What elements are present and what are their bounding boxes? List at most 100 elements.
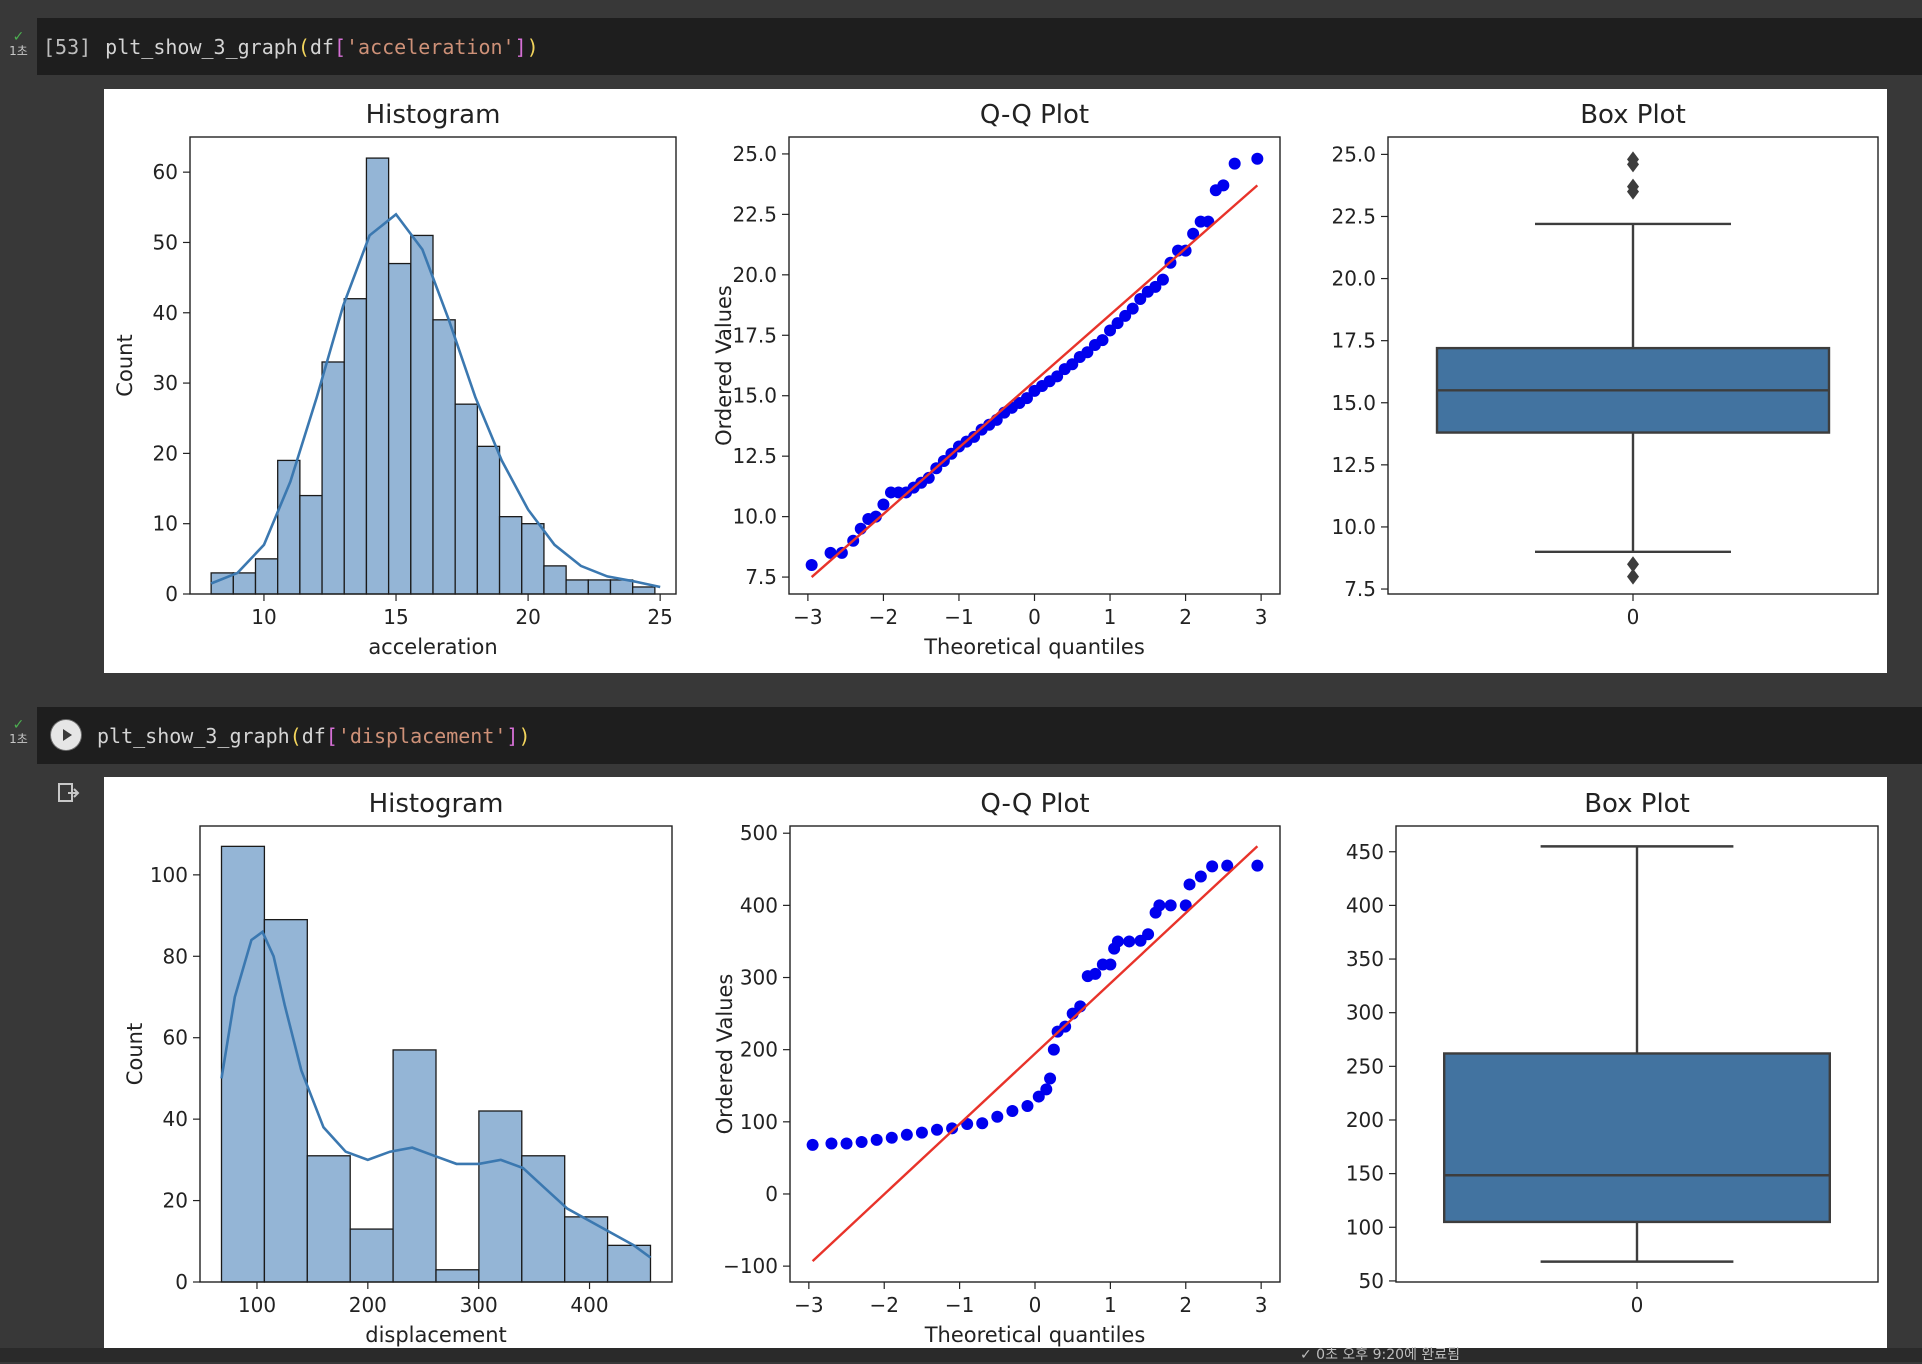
qq-point	[1104, 958, 1117, 971]
hist-bar	[606, 1244, 652, 1283]
top-bar	[0, 0, 1922, 18]
x-tick-label: 2	[1179, 605, 1192, 629]
y-tick-label: 20	[163, 1189, 188, 1213]
qq-point	[1156, 273, 1169, 286]
x-tick-label: 3	[1255, 1293, 1268, 1317]
y-tick-label: 100	[150, 863, 188, 887]
y-tick-label: 10.0	[1331, 515, 1376, 539]
x-tick-label: 0	[1627, 605, 1640, 629]
qq-point	[1020, 392, 1033, 405]
y-axis-label: Ordered Values	[713, 974, 737, 1135]
x-tick-label: 3	[1255, 605, 1268, 629]
qq-point	[885, 1131, 898, 1144]
hist-bar	[387, 262, 412, 595]
qq-point	[1111, 935, 1124, 948]
qq-point	[1206, 860, 1219, 873]
qq-point	[915, 1126, 928, 1139]
qq-point	[1081, 346, 1094, 359]
qq-point	[855, 1136, 868, 1149]
qq-point	[1047, 1043, 1060, 1056]
hist-bar	[587, 579, 612, 595]
y-tick-label: 50	[1359, 1269, 1384, 1293]
exec-count: [53]	[43, 34, 92, 59]
y-tick-label: 200	[740, 1038, 778, 1062]
y-tick-label: 60	[163, 1026, 188, 1050]
qq-point	[1179, 899, 1192, 912]
hist-bar	[435, 1269, 480, 1283]
qq-point	[1111, 317, 1124, 330]
x-tick-label: 15	[383, 605, 408, 629]
qq-point	[1251, 859, 1264, 872]
y-tick-label: 80	[163, 944, 188, 968]
y-tick-label: 60	[153, 160, 178, 184]
qq-point	[1183, 878, 1196, 891]
play-icon	[51, 720, 81, 750]
chart-title: Box Plot	[1580, 100, 1686, 130]
code-arg: 'displacement'	[337, 723, 507, 748]
qq-point	[1051, 370, 1064, 383]
status-bar: ✓ 0초 오후 9:20에 완료됨	[0, 1347, 1922, 1363]
qq-point	[1119, 309, 1132, 322]
x-tick-label: 10	[251, 605, 276, 629]
hist-bar	[432, 319, 456, 595]
code-cell-1[interactable]: [53] plt_show_3_graph(df['acceleration']…	[37, 18, 1922, 75]
y-tick-label: 300	[1346, 1001, 1384, 1025]
outlier-point	[1627, 178, 1639, 195]
hist-bar	[349, 1228, 394, 1283]
x-tick-label: −3	[794, 1293, 823, 1317]
qq-point	[1134, 293, 1147, 306]
y-tick-label: 20.0	[1331, 267, 1376, 291]
y-tick-label: 100	[1346, 1215, 1384, 1239]
qq-point	[840, 1137, 853, 1150]
y-tick-label: 30	[153, 371, 178, 395]
qq-point	[968, 430, 981, 443]
x-tick-label: −1	[944, 605, 973, 629]
y-tick-label: 22.5	[732, 202, 777, 226]
qq-point	[835, 546, 848, 559]
iqr-box	[1442, 1052, 1831, 1224]
y-tick-label: 17.5	[1331, 329, 1376, 353]
check-icon: ✓	[12, 717, 25, 733]
y-tick-label: 400	[1346, 893, 1384, 917]
output-menu-icon[interactable]	[56, 781, 80, 805]
code-obj: df	[309, 34, 334, 59]
y-tick-label: 15.0	[1331, 391, 1376, 415]
x-axis-label: displacement	[365, 1323, 507, 1347]
x-tick-label: 400	[570, 1293, 608, 1317]
qq-point	[1194, 870, 1207, 883]
hist-bar	[478, 1110, 523, 1283]
chart-title: Box Plot	[1584, 789, 1690, 819]
qq-point	[922, 471, 935, 484]
y-tick-label: 150	[1346, 1162, 1384, 1186]
y-tick-label: 0	[165, 582, 178, 606]
qq-point	[1228, 157, 1241, 170]
y-tick-label: 22.5	[1331, 204, 1376, 228]
hist-bar	[263, 918, 308, 1283]
qq-point	[869, 510, 882, 523]
cell-1-status: ✓ 1초	[0, 30, 37, 58]
outlier-point	[1627, 568, 1639, 585]
hist-bar	[306, 1155, 351, 1283]
y-tick-label: 25.0	[732, 142, 777, 166]
chart-title: Q-Q Plot	[980, 789, 1089, 819]
x-tick-label: 25	[647, 605, 672, 629]
cell-2-status: ✓ 1초	[0, 718, 37, 746]
qq-point	[806, 1138, 819, 1151]
hist-bar	[454, 403, 479, 595]
kde-line	[210, 212, 661, 589]
y-tick-label: 20	[153, 441, 178, 465]
code-cell-2[interactable]: plt_show_3_graph(df['displacement'])	[37, 707, 1922, 764]
run-cell-button[interactable]	[50, 719, 82, 751]
chart-title: Histogram	[366, 100, 501, 130]
y-tick-label: 400	[740, 893, 778, 917]
y-axis-label: Ordered Values	[712, 285, 736, 446]
x-tick-label: −1	[945, 1293, 974, 1317]
exec-time: 1초	[9, 44, 28, 58]
qq-point	[1149, 280, 1162, 293]
x-tick-label: 100	[238, 1293, 276, 1317]
qq-point	[1021, 1099, 1034, 1112]
x-tick-label: −2	[869, 605, 898, 629]
y-tick-label: −100	[723, 1254, 778, 1278]
qq-point	[877, 498, 890, 511]
